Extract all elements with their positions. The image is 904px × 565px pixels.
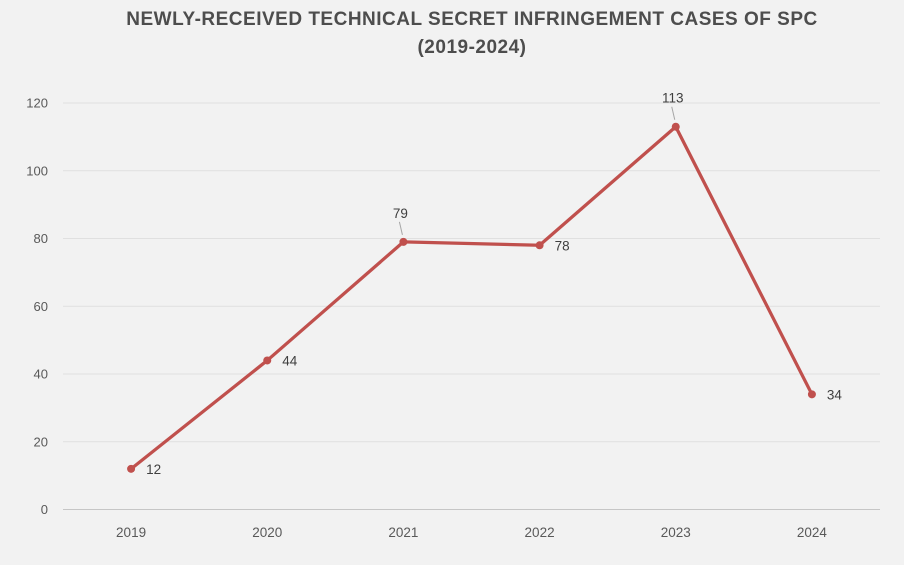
chart-title-line2: (2019-2024)	[417, 37, 527, 58]
y-tick-label: 100	[26, 163, 48, 178]
x-tick-label: 2020	[252, 525, 282, 540]
data-point-marker	[399, 237, 408, 246]
x-tick-label: 2021	[388, 525, 418, 540]
data-label: 113	[662, 91, 684, 106]
y-tick-label: 20	[34, 434, 48, 449]
x-tick-label: 2023	[661, 525, 691, 540]
data-point-marker	[127, 464, 136, 473]
x-tick-label: 2022	[525, 525, 555, 540]
data-point-marker	[807, 390, 816, 399]
y-tick-label: 80	[34, 231, 48, 246]
series-line	[129, 125, 814, 471]
data-label: 34	[827, 387, 843, 402]
y-tick-label: 40	[34, 367, 48, 382]
leader-line	[398, 221, 403, 235]
x-tick-label: 2019	[116, 525, 146, 540]
y-tick-label: 120	[26, 96, 48, 111]
chart-title-line1: NEWLY-RECEIVED TECHNICAL SECRET INFRINGE…	[126, 9, 818, 30]
data-label: 78	[555, 238, 570, 253]
data-point-marker	[535, 241, 544, 250]
data-point-marker	[671, 122, 680, 131]
data-label: 12	[146, 462, 161, 477]
chart-title: NEWLY-RECEIVED TECHNICAL SECRET INFRINGE…	[40, 6, 904, 62]
data-label: 44	[282, 353, 298, 368]
leader-line	[671, 106, 676, 120]
y-tick-label: 0	[41, 502, 48, 517]
data-point-marker	[263, 356, 272, 365]
data-label: 79	[393, 206, 408, 221]
y-tick-label: 60	[34, 299, 48, 314]
x-tick-label: 2024	[797, 525, 828, 540]
